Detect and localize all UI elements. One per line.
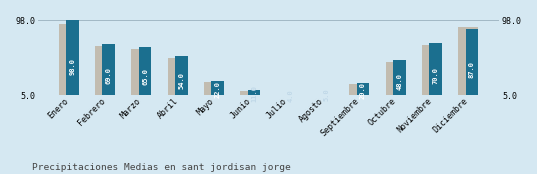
Text: 22.0: 22.0 <box>215 81 221 98</box>
Bar <box>422 45 442 95</box>
Bar <box>458 27 478 95</box>
Text: 98.0: 98.0 <box>69 58 75 75</box>
Text: 65.0: 65.0 <box>142 68 148 85</box>
Bar <box>139 47 151 95</box>
Text: 69.0: 69.0 <box>106 67 112 84</box>
Bar <box>284 95 296 96</box>
Bar <box>175 56 188 95</box>
Bar <box>66 20 79 95</box>
Bar <box>429 43 442 95</box>
Bar <box>168 58 188 95</box>
Bar <box>132 49 151 95</box>
Text: 11.0: 11.0 <box>251 85 257 102</box>
Bar <box>357 83 369 95</box>
Bar <box>103 44 115 95</box>
Text: 4.0: 4.0 <box>287 89 293 102</box>
Bar <box>95 46 115 95</box>
Bar <box>59 24 79 95</box>
Text: 48.0: 48.0 <box>396 73 402 90</box>
Text: 5.0: 5.0 <box>324 89 330 101</box>
Bar <box>211 81 224 95</box>
Bar <box>241 91 260 95</box>
Bar <box>277 95 296 96</box>
Bar <box>204 82 224 95</box>
Bar <box>466 29 478 95</box>
Text: 20.0: 20.0 <box>360 82 366 99</box>
Text: 87.0: 87.0 <box>469 61 475 78</box>
Bar <box>386 62 405 95</box>
Bar <box>393 60 405 95</box>
Text: Precipitaciones Medias en sant jordisan jorge: Precipitaciones Medias en sant jordisan … <box>32 163 291 172</box>
Text: 54.0: 54.0 <box>178 72 184 89</box>
Bar <box>248 90 260 95</box>
Bar <box>349 84 369 95</box>
Text: 70.0: 70.0 <box>433 67 439 84</box>
